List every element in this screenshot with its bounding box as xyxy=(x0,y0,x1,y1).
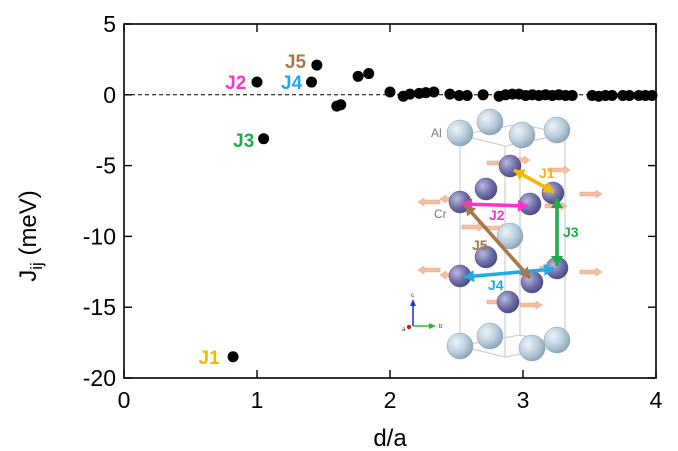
bond-j5-head xyxy=(518,266,530,278)
bond-j1-head xyxy=(542,181,554,193)
cr-atom xyxy=(474,177,498,201)
spin-arrow xyxy=(417,265,441,275)
annotation-j1: J1 xyxy=(199,348,221,369)
data-point xyxy=(227,351,239,363)
atom-label-cr: Cr xyxy=(434,207,447,221)
spin-arrow xyxy=(579,189,603,199)
data-point xyxy=(251,76,263,88)
bond-j2-head xyxy=(517,199,528,212)
data-point xyxy=(606,90,618,102)
spin-arrow xyxy=(579,267,603,277)
crystal-axes-triad: c b a xyxy=(402,293,443,333)
bond-j1 xyxy=(513,168,555,194)
bond-j4 xyxy=(463,263,555,283)
x-tick-label: 4 xyxy=(650,387,663,413)
bond-j5 xyxy=(463,203,532,280)
data-point xyxy=(352,70,364,82)
data-point xyxy=(363,68,375,80)
y-axis-title-unit: (meV) xyxy=(15,190,42,262)
y-tick-label: -15 xyxy=(83,294,116,320)
annotation-j2: J2 xyxy=(225,73,246,94)
bond-j3-head xyxy=(551,256,563,266)
y-axis-title-sub: ij xyxy=(27,262,46,270)
data-point xyxy=(420,87,432,99)
bond-j1-head xyxy=(514,169,526,181)
x-tick-label: 0 xyxy=(118,387,131,413)
atoms xyxy=(446,108,571,362)
bond-j4-line xyxy=(463,267,555,279)
spin-arrow xyxy=(547,165,571,175)
y-axis-title-main: J xyxy=(15,270,42,282)
atom-label-al: Al xyxy=(431,126,442,140)
exchange-bonds xyxy=(461,168,563,283)
x-tick-label: 3 xyxy=(517,387,530,413)
y-tick-label: 0 xyxy=(103,82,116,108)
bond-label-j5: J5 xyxy=(472,237,488,253)
y-tick-label: -20 xyxy=(83,365,116,391)
bond-label-j1: J1 xyxy=(539,165,555,181)
cr-atom xyxy=(474,245,498,269)
bond-j4-head xyxy=(543,263,554,276)
al-atom xyxy=(446,119,474,147)
crystal-axis-a: a xyxy=(402,327,406,333)
bond-j4-head xyxy=(464,270,475,283)
y-tick-label: -10 xyxy=(83,223,116,249)
spin-arrow xyxy=(461,222,485,232)
al-atom xyxy=(518,334,546,362)
bond-j5-line xyxy=(463,203,532,280)
annotation-j5: J5 xyxy=(285,52,307,73)
data-point xyxy=(311,59,323,71)
data-point xyxy=(258,133,270,145)
data-point xyxy=(646,90,658,102)
crystal-axis-c: c xyxy=(411,293,414,299)
plot-frame xyxy=(123,23,657,379)
data-point xyxy=(623,90,635,102)
bond-label-j3: J3 xyxy=(563,224,579,240)
spin-arrow xyxy=(519,300,543,310)
al-atom xyxy=(543,116,571,144)
data-point xyxy=(384,86,396,98)
al-atom xyxy=(543,326,571,354)
crystal-axis-b: b xyxy=(439,324,443,330)
data-point xyxy=(335,99,347,111)
data-point xyxy=(566,90,578,102)
y-tick-label: -5 xyxy=(96,153,116,179)
data-point xyxy=(444,88,456,100)
data-point xyxy=(453,90,465,102)
y-tick-label: 5 xyxy=(103,11,116,37)
data-point xyxy=(461,90,473,102)
plot-area: 50-5-10-15-200 1 2 3 4 xyxy=(83,11,663,413)
bond-j3 xyxy=(551,198,563,266)
bond-j5-head xyxy=(465,205,477,217)
data-point xyxy=(477,89,489,101)
data-point xyxy=(404,88,416,100)
cr-atom xyxy=(496,290,520,314)
x-tick-label: 2 xyxy=(384,387,397,413)
al-atom xyxy=(446,332,474,360)
bond-j3-head xyxy=(551,198,563,208)
bond-j2-line xyxy=(461,202,529,208)
data-point xyxy=(428,86,440,98)
crystal-structure-inset: Al Cr J1 J2 J3 J4 J5 c b a xyxy=(402,108,603,362)
bond-label-j2: J2 xyxy=(489,207,505,223)
annotation-j4: J4 xyxy=(281,73,303,94)
al-atom xyxy=(496,222,524,250)
x-tick-label: 1 xyxy=(251,387,264,413)
bond-label-j4: J4 xyxy=(488,277,504,293)
data-point xyxy=(306,76,318,88)
y-axis-title: Jij (meV) xyxy=(15,190,46,282)
x-axis-title: d/a xyxy=(373,425,407,451)
annotation-j3: J3 xyxy=(233,131,254,152)
al-atom xyxy=(476,108,504,136)
al-atom xyxy=(508,121,536,149)
al-atom xyxy=(476,322,504,350)
spin-arrow xyxy=(417,197,441,207)
